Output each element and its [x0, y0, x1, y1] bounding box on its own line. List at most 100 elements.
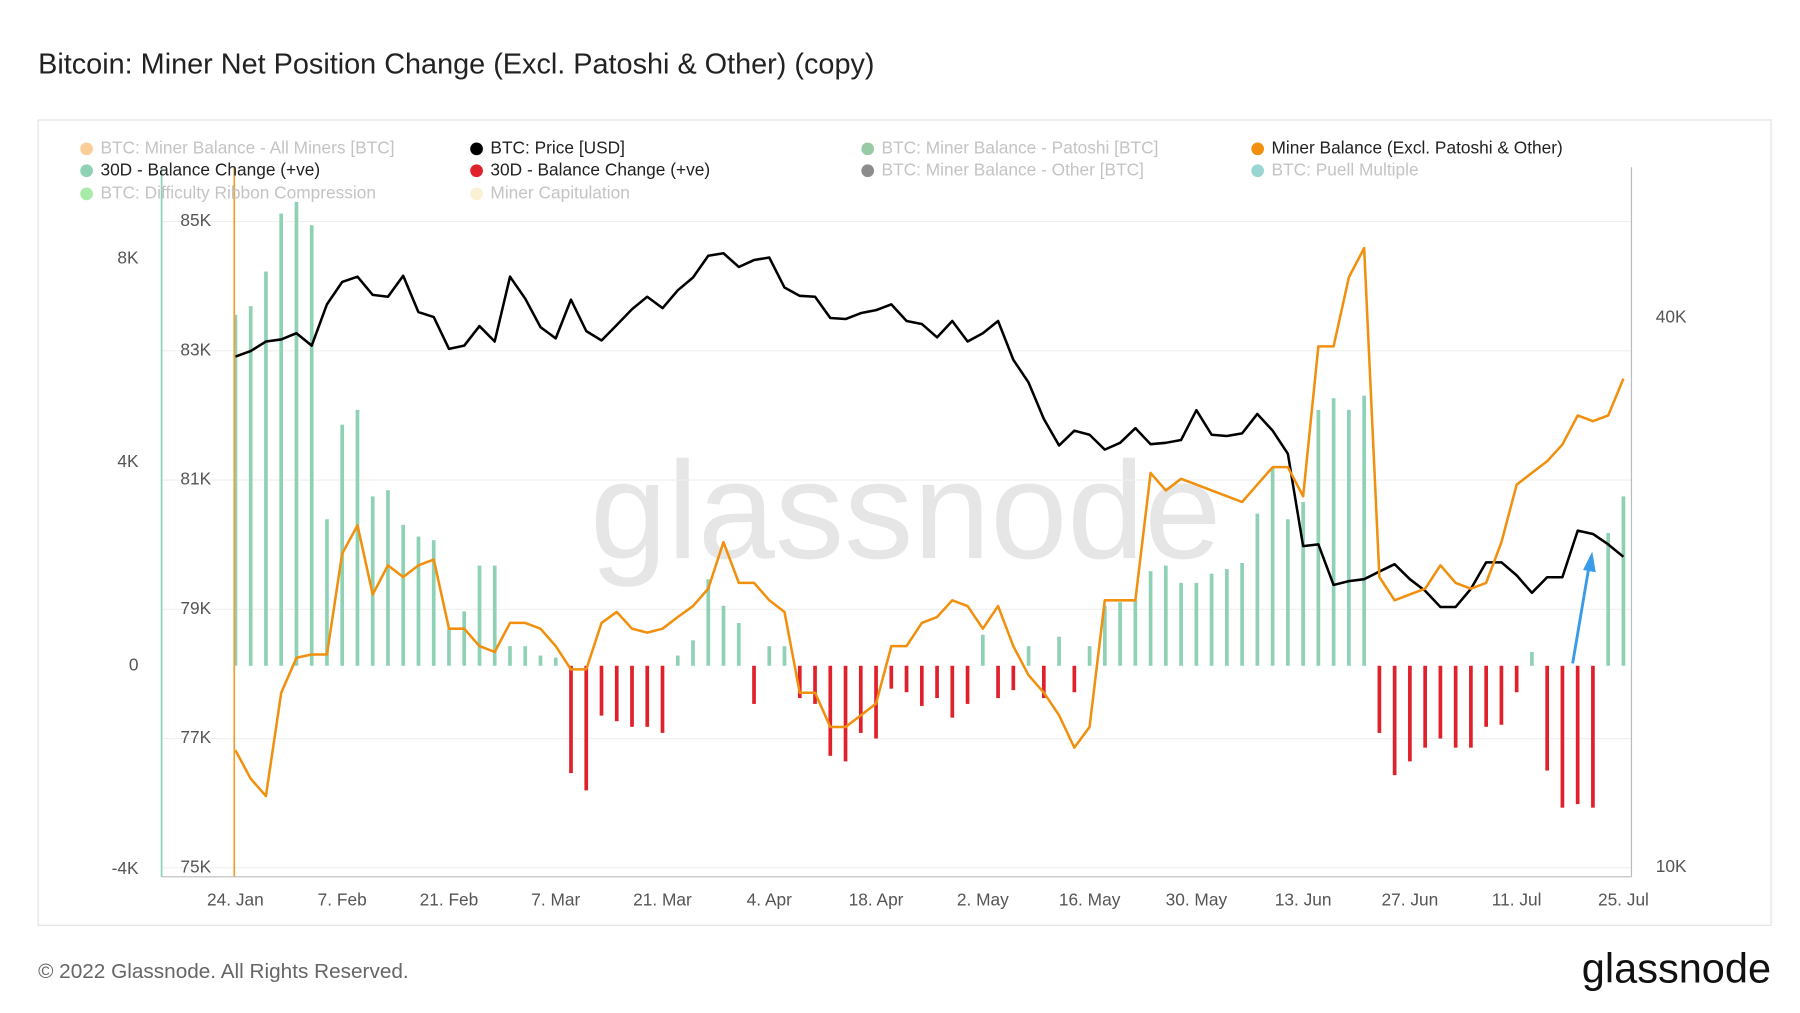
- bar: [1301, 501, 1305, 666]
- bar: [1392, 665, 1397, 776]
- tick-label: 85K: [180, 210, 211, 230]
- bar: [370, 496, 375, 666]
- bar: [1408, 665, 1412, 762]
- bar: [248, 306, 253, 666]
- bar: [1133, 600, 1138, 666]
- tick-label: 81K: [180, 469, 211, 489]
- bar: [1530, 652, 1534, 666]
- legend-marker: [1251, 164, 1265, 178]
- bar: [1499, 665, 1504, 725]
- x-tick-label: 30. May: [1166, 890, 1228, 910]
- x-tick-label: 21. Mar: [633, 890, 692, 910]
- bar: [797, 665, 802, 699]
- bar: [1118, 602, 1122, 666]
- legend-marker: [861, 142, 875, 156]
- bar: [782, 646, 787, 666]
- arrow-head: [1583, 551, 1596, 573]
- bar: [889, 665, 894, 689]
- line: [234, 246, 1625, 798]
- bar: [828, 665, 833, 756]
- grid: [161, 221, 1632, 869]
- bar: [691, 640, 695, 666]
- legend-marker: [470, 142, 483, 156]
- annotation-arrow: [1571, 567, 1591, 664]
- bar: [355, 409, 360, 666]
- tick-label: 79K: [180, 598, 211, 618]
- x-tick-label: 16. May: [1059, 890, 1121, 910]
- x-tick-label: 13. Jun: [1275, 890, 1332, 910]
- tick-label: 40K: [1656, 307, 1687, 327]
- tick-label: 10K: [1656, 856, 1687, 876]
- bar: [1164, 565, 1168, 666]
- legend-label: BTC: Puell Multiple: [1272, 159, 1419, 179]
- legend-marker: [80, 187, 93, 201]
- bar: [477, 565, 482, 666]
- legend-label: BTC: Miner Balance - Other [BTC]: [882, 159, 1144, 179]
- bar: [1621, 496, 1626, 666]
- tick-label: 4K: [117, 451, 139, 471]
- bar: [1011, 665, 1016, 691]
- legend-marker: [80, 164, 93, 178]
- bar: [523, 646, 528, 666]
- x-tick-label: 4. Apr: [747, 890, 792, 910]
- bar: [935, 665, 939, 699]
- bar: [630, 665, 634, 727]
- bar: [1179, 582, 1183, 666]
- bar: [813, 665, 817, 704]
- bar: [736, 623, 741, 666]
- bar: [233, 314, 238, 666]
- bar: [1225, 569, 1229, 666]
- legend-label: BTC: Price [USD]: [490, 137, 625, 157]
- bar: [599, 665, 604, 716]
- bar: [1575, 665, 1580, 805]
- bar: [1240, 563, 1244, 666]
- legend-marker: [470, 187, 483, 201]
- bar: [1377, 665, 1382, 733]
- legend-label: BTC: Difficulty Ribbon Compression: [100, 182, 376, 202]
- bar: [965, 665, 970, 704]
- bar: [1194, 582, 1199, 666]
- legend-marker: [470, 164, 483, 178]
- bar: [1545, 665, 1550, 771]
- bar: [767, 646, 772, 666]
- bar: [706, 579, 711, 666]
- legend-marker: [861, 164, 875, 178]
- bar: [1606, 533, 1611, 666]
- tick-label: 77K: [180, 727, 211, 747]
- bar: [1072, 665, 1077, 693]
- bar: [569, 665, 573, 774]
- x-tick-label: 7. Mar: [531, 890, 580, 910]
- tick-label: 75K: [180, 856, 211, 876]
- bar: [1560, 665, 1565, 808]
- legend-marker: [1251, 142, 1265, 156]
- bar: [1347, 409, 1351, 666]
- bar: [508, 646, 512, 666]
- bar: [1438, 665, 1443, 739]
- bar: [1514, 665, 1519, 693]
- bar: [431, 540, 436, 666]
- bar: [492, 565, 497, 666]
- bar: [447, 628, 451, 666]
- bar: [660, 665, 665, 733]
- bar: [1484, 665, 1489, 727]
- bar: [721, 605, 726, 666]
- bar: [1041, 665, 1046, 699]
- legend-marker: [80, 142, 93, 156]
- bar: [950, 665, 955, 718]
- bar: [279, 213, 284, 666]
- bar: [675, 655, 680, 666]
- bar: [858, 665, 863, 733]
- legend-label: 30D - Balance Change (+ve): [490, 159, 710, 179]
- bar: [1362, 395, 1366, 666]
- x-tick-label: 21. Feb: [420, 890, 479, 910]
- bar: [614, 665, 619, 722]
- legend-label: BTC: Miner Balance - All Miners [BTC]: [100, 137, 394, 157]
- bar: [1057, 636, 1061, 666]
- bar: [264, 271, 268, 666]
- bar: [1469, 665, 1473, 748]
- legend-label: 30D - Balance Change (+ve): [100, 159, 320, 179]
- bar: [1026, 646, 1031, 666]
- bar: [1591, 665, 1595, 808]
